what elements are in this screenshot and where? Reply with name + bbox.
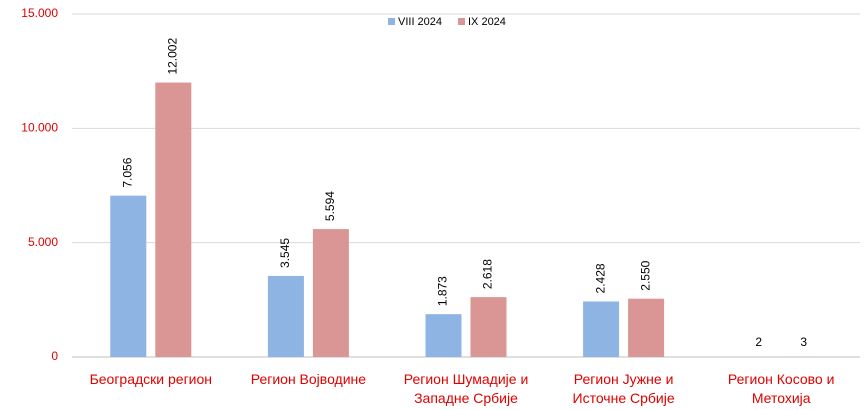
legend-label: VIII 2024 — [398, 16, 442, 28]
value-label: 2.550 — [638, 260, 652, 290]
value-label: 5.594 — [323, 191, 337, 221]
bar — [312, 229, 349, 357]
bar — [425, 314, 462, 357]
value-label: 2.618 — [481, 259, 495, 289]
bar — [628, 298, 665, 357]
x-tick-label: Регион Шумадије и Западне Србије — [403, 371, 529, 406]
legend-label: IX 2024 — [468, 16, 506, 28]
x-tick-label: Београдски регион — [89, 371, 213, 387]
value-label: 2.428 — [593, 263, 607, 293]
legend-swatch — [388, 18, 395, 25]
legend-swatch — [458, 18, 465, 25]
y-tick-label: 15.000 — [21, 6, 58, 20]
x-tick-label: Регион Војводине — [250, 371, 367, 387]
y-tick-label: 0 — [51, 349, 58, 363]
x-tick-label: Регион Косово и Метохија — [727, 371, 835, 406]
value-label: 3 — [800, 335, 807, 349]
value-label: 2 — [755, 335, 762, 349]
y-tick-label: 5.000 — [28, 235, 58, 249]
y-tick-label: 10.000 — [21, 121, 58, 135]
value-label: 7.056 — [120, 157, 134, 187]
x-tick-label: Регион Јужне и Источне Србије — [572, 371, 675, 406]
value-label: 1.873 — [436, 276, 450, 306]
bar — [583, 301, 620, 357]
bar — [267, 275, 304, 357]
bar — [110, 195, 147, 357]
value-label: 3.545 — [278, 238, 292, 268]
bar — [155, 82, 192, 358]
bar — [470, 297, 507, 357]
value-label: 12.002 — [165, 38, 179, 75]
